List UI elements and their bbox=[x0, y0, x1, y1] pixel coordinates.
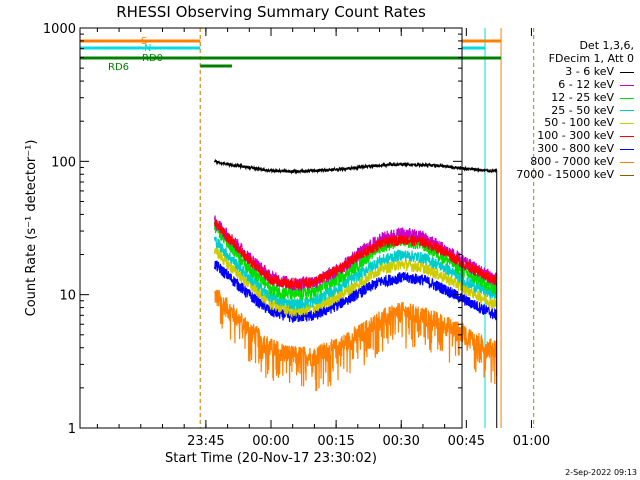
legend-entry: 800 - 7000 keV bbox=[478, 155, 634, 169]
legend-swatch bbox=[620, 162, 634, 164]
legend-label: 50 - 100 keV bbox=[544, 116, 614, 130]
legend-entry: 300 - 800 keV bbox=[478, 142, 634, 156]
chart-title: RHESSI Observing Summary Count Rates bbox=[116, 3, 426, 21]
x-tick-label: 01:00 bbox=[513, 434, 550, 449]
legend-label: 100 - 300 keV bbox=[537, 129, 614, 143]
legend-label: 6 - 12 keV bbox=[558, 77, 614, 91]
legend-entry: 25 - 50 keV bbox=[478, 103, 634, 118]
legend-entry: 12 - 25 keV bbox=[478, 90, 634, 105]
legend-label: 12 - 25 keV bbox=[551, 90, 614, 104]
plot-frame bbox=[79, 27, 463, 429]
legend-swatch bbox=[620, 71, 634, 73]
legend-label: 3 - 6 keV bbox=[565, 64, 614, 78]
flag-label-rd0: RD0 bbox=[142, 53, 163, 64]
legend-label: 7000 - 15000 keV bbox=[516, 168, 614, 182]
legend-entry: 3 - 6 keV bbox=[478, 64, 634, 79]
y-tick-label: 100 bbox=[51, 155, 76, 170]
legend: Det 1,3,6, FDecim 1, Att 0 3 - 6 keV 6 -… bbox=[478, 39, 634, 182]
legend-entry: 50 - 100 keV bbox=[478, 117, 634, 130]
legend-label: 300 - 800 keV bbox=[537, 142, 614, 156]
footer-timestamp: 2-Sep-2022 09:13 bbox=[565, 468, 637, 477]
legend-swatch bbox=[620, 123, 634, 125]
series-line-800-7000kev bbox=[214, 289, 498, 392]
legend-entry: 100 - 300 keV bbox=[478, 129, 634, 143]
legend-swatch bbox=[620, 149, 634, 151]
series-line-100-300kev bbox=[214, 219, 498, 290]
x-tick-label: 23:45 bbox=[187, 434, 224, 449]
legend-label: 25 - 50 keV bbox=[551, 103, 614, 117]
legend-swatch bbox=[620, 136, 634, 138]
legend-swatch bbox=[620, 97, 634, 99]
flag-label-s: S bbox=[141, 36, 147, 47]
legend-entry: 6 - 12 keV bbox=[478, 77, 634, 92]
y-tick-label: 1 bbox=[68, 422, 76, 437]
y-axis-label: Count Rate (s⁻¹ detector⁻¹) bbox=[24, 140, 39, 317]
legend-swatch bbox=[620, 110, 634, 112]
x-tick-label: 00:15 bbox=[317, 434, 354, 449]
x-tick-label: 00:30 bbox=[382, 434, 419, 449]
x-tick-label: 00:00 bbox=[252, 434, 289, 449]
flag-label-rd6: RD6 bbox=[108, 62, 129, 73]
legend-swatch bbox=[620, 175, 634, 177]
legend-header-line-1: Det 1,3,6, bbox=[579, 39, 634, 52]
legend-entry: 7000 - 15000 keV bbox=[478, 168, 634, 182]
series-line-50-100kev bbox=[214, 245, 498, 319]
x-axis-label: Start Time (20-Nov-17 23:30:02) bbox=[165, 451, 377, 466]
y-tick-label: 10 bbox=[59, 289, 76, 304]
y-tick-label: 1000 bbox=[43, 22, 76, 37]
legend-header-line-2: FDecim 1, Att 0 bbox=[548, 51, 634, 65]
series-line-3-6kev bbox=[214, 158, 498, 175]
flag-label-n: N bbox=[144, 43, 151, 54]
legend-swatch bbox=[620, 84, 634, 86]
series-line-300-800kev bbox=[214, 260, 498, 324]
x-tick-label: 00:45 bbox=[448, 434, 485, 449]
legend-label: 800 - 7000 keV bbox=[530, 155, 614, 169]
